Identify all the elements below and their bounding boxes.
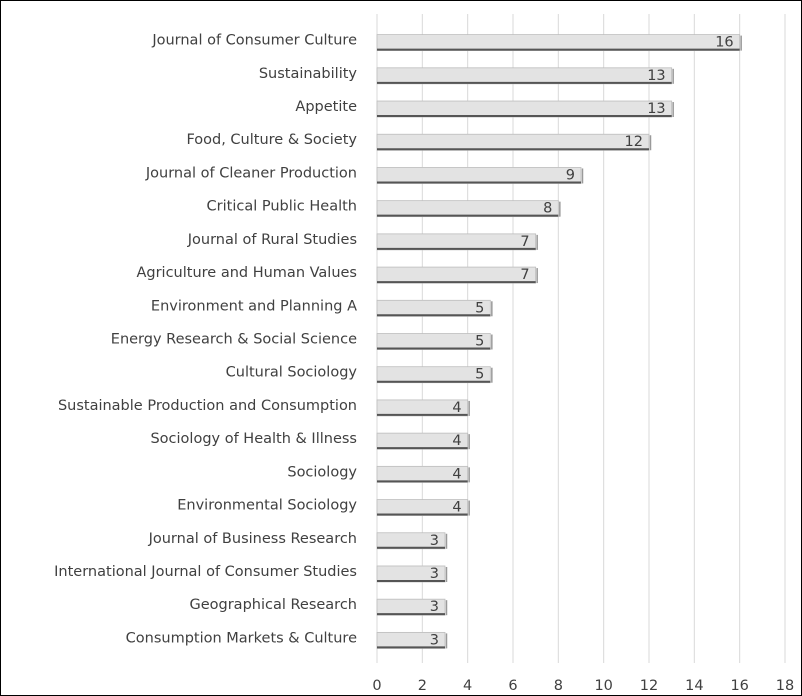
- value-label: 3: [430, 533, 439, 549]
- bar: [376, 100, 673, 118]
- bar: [376, 133, 650, 151]
- bar: [376, 67, 673, 85]
- x-tick-label: 14: [685, 678, 703, 694]
- y-tick-label: Food, Culture & Society: [186, 132, 357, 148]
- bar: [376, 366, 491, 384]
- bar: [376, 200, 559, 218]
- x-tick-label: 10: [594, 678, 612, 694]
- y-tick-label: Sustainability: [259, 66, 358, 82]
- value-label: 13: [647, 68, 665, 84]
- y-tick-label: Energy Research & Social Science: [111, 332, 357, 348]
- y-tick-label: Sociology of Health & Illness: [150, 431, 357, 447]
- x-tick-label: 8: [554, 678, 563, 694]
- y-tick-label: International Journal of Consumer Studie…: [54, 564, 357, 580]
- x-tick-label: 2: [418, 678, 427, 694]
- bar: [376, 266, 537, 284]
- value-label: 7: [520, 267, 529, 283]
- value-label: 4: [452, 400, 461, 416]
- value-label: 3: [430, 632, 439, 648]
- y-tick-label: Cultural Sociology: [226, 365, 358, 381]
- value-label: 5: [475, 367, 484, 383]
- bar: [376, 167, 582, 184]
- y-tick-label: Consumption Markets & Culture: [126, 630, 357, 646]
- y-tick-label: Journal of Business Research: [148, 531, 357, 547]
- bar: [376, 34, 741, 52]
- y-tick-label: Environment and Planning A: [151, 298, 357, 314]
- x-tick-label: 12: [640, 678, 658, 694]
- x-tick-label: 0: [372, 678, 381, 694]
- y-tick-label: Journal of Consumer Culture: [151, 33, 357, 49]
- value-label: 9: [566, 167, 575, 183]
- value-label: 5: [475, 300, 484, 316]
- value-label: 3: [430, 599, 439, 615]
- y-tick-label: Sustainable Production and Consumption: [58, 398, 357, 414]
- value-label: 5: [475, 334, 484, 350]
- x-tick-label: 4: [463, 678, 472, 694]
- value-label: 4: [452, 466, 461, 482]
- x-tick-label: 18: [776, 678, 794, 694]
- value-label: 7: [520, 234, 529, 250]
- y-tick-label: Appetite: [295, 99, 357, 115]
- y-tick-label: Sociology: [287, 464, 357, 480]
- bar: [376, 233, 537, 251]
- y-tick-label: Environmental Sociology: [177, 498, 357, 514]
- y-tick-label: Critical Public Health: [207, 199, 357, 215]
- value-label: 12: [625, 134, 643, 150]
- value-label: 3: [430, 566, 439, 582]
- x-tick-label: 6: [508, 678, 517, 694]
- value-label: 16: [715, 35, 733, 51]
- bar: [376, 333, 491, 350]
- bar: [376, 299, 491, 317]
- y-tick-label: Agriculture and Human Values: [136, 265, 357, 281]
- value-label: 4: [452, 500, 461, 516]
- value-label: 4: [452, 433, 461, 449]
- x-tick-label: 16: [730, 678, 748, 694]
- y-tick-label: Journal of Rural Studies: [187, 232, 357, 248]
- value-label: 8: [543, 201, 552, 217]
- value-label: 13: [647, 101, 665, 117]
- y-tick-label: Journal of Cleaner Production: [145, 165, 357, 181]
- y-tick-label: Geographical Research: [189, 597, 357, 613]
